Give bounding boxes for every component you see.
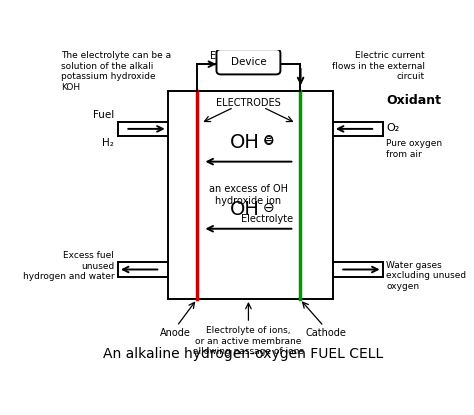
Text: Device: Device [231,57,266,67]
Text: Cathode: Cathode [305,328,346,338]
Text: Excess fuel
unused
hydrogen and water: Excess fuel unused hydrogen and water [23,251,114,281]
Text: Pure oxygen
from air: Pure oxygen from air [386,139,442,159]
Text: The electrolyte can be a
solution of the alkali
potassium hydroxide
KOH: The electrolyte can be a solution of the… [61,51,171,92]
Text: Electrolyte of ions,
or an active membrane
allowing passage of ions: Electrolyte of ions, or an active membra… [193,326,304,356]
Text: Electrolyte: Electrolyte [241,215,293,225]
Text: O₂: O₂ [386,123,400,133]
Text: Electrons: Electrons [210,51,255,61]
Text: OH: OH [230,200,260,219]
FancyBboxPatch shape [217,49,281,74]
Text: H₂: H₂ [102,138,114,148]
Text: Oxidant: Oxidant [386,94,441,107]
Text: ELECTRODES: ELECTRODES [216,98,281,108]
Text: Water gases
excluding unused
oxygen: Water gases excluding unused oxygen [386,261,466,290]
Text: an excess of OH
hydroxide ion: an excess of OH hydroxide ion [209,184,288,205]
Text: Fuel: Fuel [93,110,114,120]
Text: Anode: Anode [160,328,191,338]
Text: ⊖: ⊖ [263,201,274,215]
Bar [168,91,333,299]
Text: Electric current
flows in the external
circuit: Electric current flows in the external c… [332,51,425,81]
Text: An alkaline hydrogen-oxygen FUEL CELL: An alkaline hydrogen-oxygen FUEL CELL [103,347,383,361]
Text: Θ: Θ [264,134,273,147]
Text: OH: OH [230,133,260,152]
Text: ⊖: ⊖ [263,134,274,148]
